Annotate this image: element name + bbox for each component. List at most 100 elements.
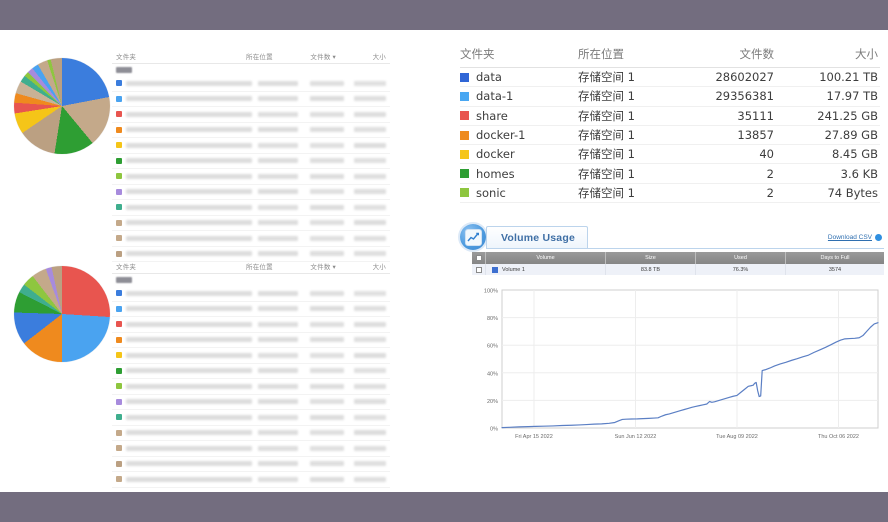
col-header-location[interactable]: 所在位置	[578, 47, 624, 61]
table-row[interactable]	[112, 107, 390, 123]
table-row[interactable]	[112, 123, 390, 138]
chart-xtick-label: Thu Oct 06 2022	[818, 434, 859, 440]
table-row[interactable]	[112, 216, 390, 231]
table-row[interactable]	[112, 364, 390, 379]
table-row[interactable]: docker-1 存储空间 1 13857 27.89 GB	[460, 126, 880, 146]
cell-count-redacted	[310, 96, 344, 102]
folder-table-top-header: 文件夹 所在位置 文件数 ▾ 大小	[112, 48, 390, 64]
info-circle-icon[interactable]	[875, 234, 882, 241]
cell-size-redacted	[354, 251, 386, 257]
cell-location-redacted	[258, 158, 298, 164]
volume-grid[interactable]: Volume Size Used Days to Full Volume 1 83.8 …	[472, 252, 884, 275]
table-row[interactable]	[112, 395, 390, 410]
cell-size: 74 Bytes	[827, 185, 878, 200]
col-header-size[interactable]: 大小	[372, 263, 386, 271]
tab-volume-usage-label: Volume Usage	[501, 231, 575, 244]
download-csv-link[interactable]: Download CSV	[827, 234, 872, 241]
cell-location: 存储空间 1	[578, 128, 635, 143]
table-row[interactable]	[112, 247, 390, 262]
chart-xtick-label: Tue Aug 09 2022	[716, 434, 758, 440]
table-row[interactable]	[112, 317, 390, 333]
cell-location-redacted	[258, 445, 298, 451]
cell-location-redacted	[258, 414, 298, 420]
col-header-file-count[interactable]: 文件数 ▾	[310, 263, 336, 271]
table-row[interactable]	[112, 169, 390, 185]
cell-size: 17.97 TB	[826, 89, 879, 104]
cell-location-redacted	[258, 173, 298, 179]
table-row[interactable]: docker 存储空间 1 40 8.45 GB	[460, 145, 880, 165]
table-row[interactable]	[112, 348, 390, 364]
cell-folder-redacted	[126, 306, 252, 312]
table-row[interactable]	[112, 426, 390, 441]
col-header-folder[interactable]: 文件夹	[460, 47, 495, 61]
col-header-location[interactable]: 所在位置	[246, 53, 273, 61]
folder-table-bottom-body	[112, 286, 390, 488]
cell-count-redacted	[310, 111, 344, 117]
table-row[interactable]	[112, 333, 390, 348]
cell-location-redacted	[258, 383, 298, 389]
cell-count-redacted	[310, 251, 344, 257]
cell-location-redacted	[258, 399, 298, 405]
volume-col-header-size[interactable]: Size	[606, 252, 696, 264]
table-row[interactable]	[112, 472, 390, 488]
table-row[interactable]: homes 存储空间 1 2 3.6 KB	[460, 164, 880, 184]
volume-col-header-days-to-full[interactable]: Days to Full	[786, 252, 884, 264]
cell-size-redacted	[354, 80, 386, 86]
table-row[interactable]	[112, 286, 390, 302]
folder-usage-table[interactable]: 文件夹 所在位置 文件数 大小 data 存储空间 1 28602027 100.21…	[460, 44, 880, 204]
table-row[interactable]	[112, 441, 390, 457]
table-row[interactable]	[112, 185, 390, 200]
table-row[interactable]: share 存储空间 1 35111 241.25 GB	[460, 107, 880, 126]
cell-location-redacted	[258, 352, 298, 358]
volume-grid-row[interactable]: Volume 1 83.8 TB 76.3% 3574	[472, 264, 884, 275]
cell-size-redacted	[354, 368, 386, 374]
table-row[interactable]	[112, 200, 390, 216]
table-row[interactable]	[112, 154, 390, 169]
chart-line-icon	[460, 224, 486, 250]
cell-count-redacted	[310, 127, 344, 133]
folder-table-top[interactable]: 文件夹 所在位置 文件数 ▾ 大小	[112, 48, 390, 262]
table-row[interactable]	[112, 231, 390, 247]
tab-volume-usage[interactable]: Volume Usage	[486, 226, 588, 248]
row-checkbox-cell[interactable]	[472, 264, 486, 275]
col-header-file-count[interactable]: 文件数	[739, 47, 775, 61]
cell-size-redacted	[354, 127, 386, 133]
table-row[interactable]	[112, 379, 390, 395]
col-header-folder[interactable]: 文件夹	[116, 53, 137, 61]
table-row[interactable]	[112, 76, 390, 92]
table-row[interactable]	[112, 92, 390, 107]
select-all-checkbox[interactable]	[475, 255, 482, 261]
right-panel: 文件夹 所在位置 文件数 大小 data 存储空间 1 28602027 100.21…	[452, 30, 888, 492]
col-header-size[interactable]: 大小	[855, 47, 878, 61]
table-row[interactable]	[112, 138, 390, 154]
col-header-size[interactable]: 大小	[372, 53, 386, 61]
row-color-swatch	[116, 204, 122, 211]
cell-size: 100.21 TB	[819, 70, 878, 85]
tab-underline	[486, 248, 884, 249]
cell-count-redacted	[310, 321, 344, 327]
volume-col-header-volume[interactable]: Volume	[486, 252, 606, 264]
cell-count-redacted	[310, 173, 344, 179]
cell-location-redacted	[258, 80, 298, 86]
folder-table-bottom[interactable]: 文件夹 所在位置 文件数 ▾ 大小	[112, 258, 390, 488]
table-row[interactable]	[112, 302, 390, 317]
volume-color-swatch	[492, 266, 498, 273]
cell-location: 存储空间 1	[578, 70, 635, 85]
table-row[interactable]: data-1 存储空间 1 29356381 17.97 TB	[460, 87, 880, 107]
col-header-location[interactable]: 所在位置	[246, 263, 273, 271]
table-row[interactable]	[112, 410, 390, 426]
cell-folder-redacted	[126, 383, 252, 389]
chart-ytick-label: 0%	[490, 427, 498, 433]
row-color-swatch	[116, 429, 122, 436]
chart-line-glyph	[466, 232, 479, 241]
row-checkbox[interactable]	[475, 266, 482, 273]
table-row[interactable]: data 存储空间 1 28602027 100.21 TB	[460, 68, 880, 88]
table-row[interactable]	[112, 457, 390, 472]
col-header-folder[interactable]: 文件夹	[116, 263, 137, 271]
select-all-checkbox-cell[interactable]	[472, 252, 486, 264]
volume-col-header-used[interactable]: Used	[696, 252, 786, 264]
col-header-file-count[interactable]: 文件数 ▾	[310, 53, 336, 61]
table-row[interactable]: sonic 存储空间 1 2 74 Bytes	[460, 184, 880, 204]
cell-location-redacted	[258, 204, 298, 210]
cell-size-redacted	[354, 383, 386, 389]
